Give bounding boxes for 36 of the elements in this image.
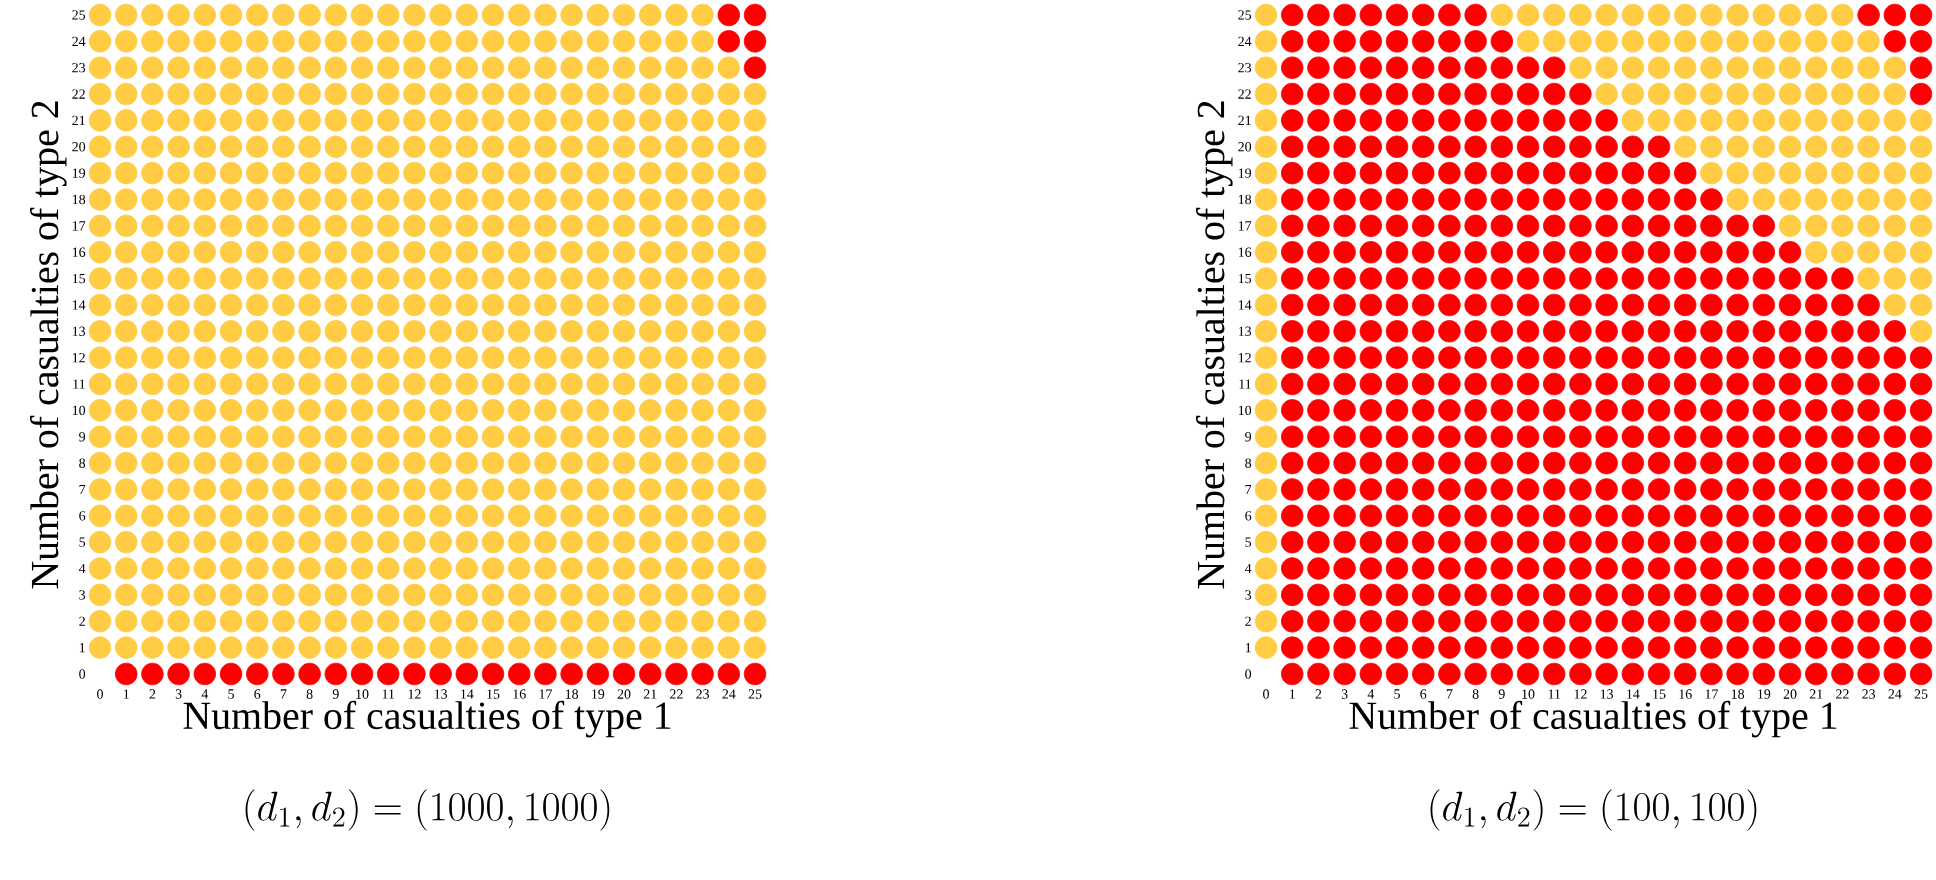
- text: $(d_1, d_2) = (100, 100)$: [1430, 789, 1757, 831]
- point: [639, 662, 662, 686]
- point: [141, 662, 164, 686]
- point: [193, 662, 217, 686]
- point: [403, 662, 426, 686]
- point: [534, 662, 557, 686]
- point: [246, 662, 269, 686]
- point: [455, 662, 479, 686]
- point: [429, 662, 452, 686]
- point: [219, 662, 243, 686]
- point: [508, 662, 531, 686]
- x-axis-title: Number of casualties of type 1: [1349, 700, 1837, 738]
- point: [377, 662, 400, 686]
- point: [665, 662, 688, 686]
- point: [743, 3, 767, 27]
- point: [743, 56, 767, 79]
- y-axis-title: Number of casualties of type 2: [1195, 101, 1233, 589]
- point: [272, 662, 295, 686]
- x-axis-title: Number of casualties of type 1: [183, 700, 671, 738]
- point: [586, 662, 610, 686]
- point: [743, 30, 767, 53]
- point: [691, 662, 714, 686]
- point: [481, 662, 505, 686]
- point: [612, 662, 636, 686]
- point: [324, 662, 348, 686]
- point: [350, 662, 374, 686]
- point: [717, 3, 741, 27]
- point: [298, 662, 321, 686]
- point: [717, 30, 741, 53]
- y-axis-title: Number of casualties of type 2: [29, 101, 67, 589]
- point: [717, 662, 741, 686]
- point: [560, 662, 583, 686]
- text: $(d_1, d_2) = (1000, 1000)$: [245, 789, 610, 831]
- point: [115, 662, 138, 686]
- point: [743, 662, 767, 686]
- point: [167, 662, 190, 686]
